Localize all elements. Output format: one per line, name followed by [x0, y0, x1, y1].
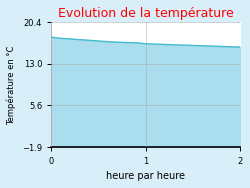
Title: Evolution de la température: Evolution de la température: [58, 7, 234, 20]
Y-axis label: Température en °C: Température en °C: [7, 45, 16, 125]
X-axis label: heure par heure: heure par heure: [106, 171, 185, 181]
